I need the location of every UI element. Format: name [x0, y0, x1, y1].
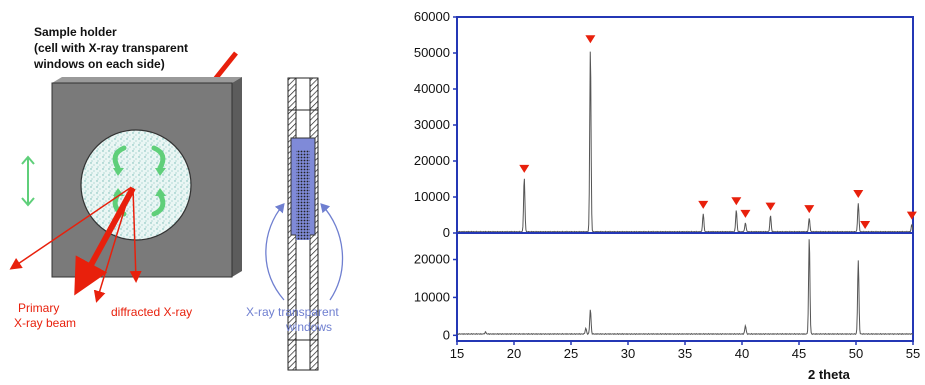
x-tick-label: 35 [678, 346, 692, 361]
x-tick-label: 20 [507, 346, 521, 361]
plot-frame [456, 232, 914, 342]
y-tick-label: 30000 [414, 117, 450, 132]
x-tick-label: 40 [735, 346, 749, 361]
x-tick-label: 45 [792, 346, 806, 361]
peak-marker [804, 205, 815, 214]
x-tick-label: 55 [906, 346, 920, 361]
window-pointer-arrow [320, 203, 344, 301]
plot-frame [456, 16, 914, 234]
y-tick-label: 10000 [414, 289, 450, 304]
y-tick-label: 0 [443, 225, 450, 240]
diffraction-trace [456, 51, 914, 233]
y-tick-label: 40000 [414, 81, 450, 96]
windows-label: X-ray transparent windows [246, 305, 342, 334]
peak-marker [698, 200, 709, 209]
sample-holder-label: Sample holder (cell with X-ray transpare… [33, 25, 191, 71]
sample-window [80, 129, 192, 241]
x-axis-label: 2 theta [808, 367, 851, 382]
y-tick-label: 50000 [414, 45, 450, 60]
diffraction-trace [456, 239, 914, 336]
x-tick-label: 50 [849, 346, 863, 361]
peak-marker [906, 211, 917, 220]
peak-marker [585, 35, 596, 44]
sample-holder-diagram: Sample holder (cell with X-ray transpare… [9, 25, 344, 371]
diffracted-ray-arrow [129, 187, 142, 283]
peak-marker [765, 202, 776, 211]
peak-marker [519, 164, 530, 173]
xrd-chart-bottom: 0 10000 20000 15 20 25 30 35 40 45 50 55 [414, 232, 920, 361]
sample-powder [296, 150, 310, 240]
peak-marker [860, 221, 871, 229]
y-tick-label: 10000 [414, 189, 450, 204]
diffracted-ray-arrow [9, 187, 131, 270]
x-tick-label: 25 [564, 346, 578, 361]
x-tick-label: 15 [450, 346, 464, 361]
x-tick-label: 30 [621, 346, 635, 361]
holder-top-edge [52, 77, 242, 83]
y-tick-label: 20000 [414, 252, 450, 267]
peak-marker [731, 197, 742, 206]
window-pointer-arrow [265, 203, 285, 301]
cell-cross-section [287, 77, 319, 371]
primary-beam-arrow [74, 186, 136, 296]
peak-marker [853, 190, 864, 199]
vertical-motion-icon [21, 155, 35, 207]
diffracted-xray-label: diffracted X-ray [111, 305, 192, 319]
y-tick-label: 20000 [414, 153, 450, 168]
y-tick-label: 0 [443, 327, 450, 342]
peak-marker [740, 209, 751, 218]
diffracted-ray-arrow [93, 187, 132, 303]
xrd-chart-top: 0 10000 20000 30000 40000 50000 60000 [414, 9, 917, 240]
holder-side-edge [232, 77, 242, 277]
primary-beam-label: Primary X-ray beam [14, 301, 76, 330]
y-tick-label: 60000 [414, 9, 450, 24]
rotation-arrows-icon [112, 145, 166, 217]
